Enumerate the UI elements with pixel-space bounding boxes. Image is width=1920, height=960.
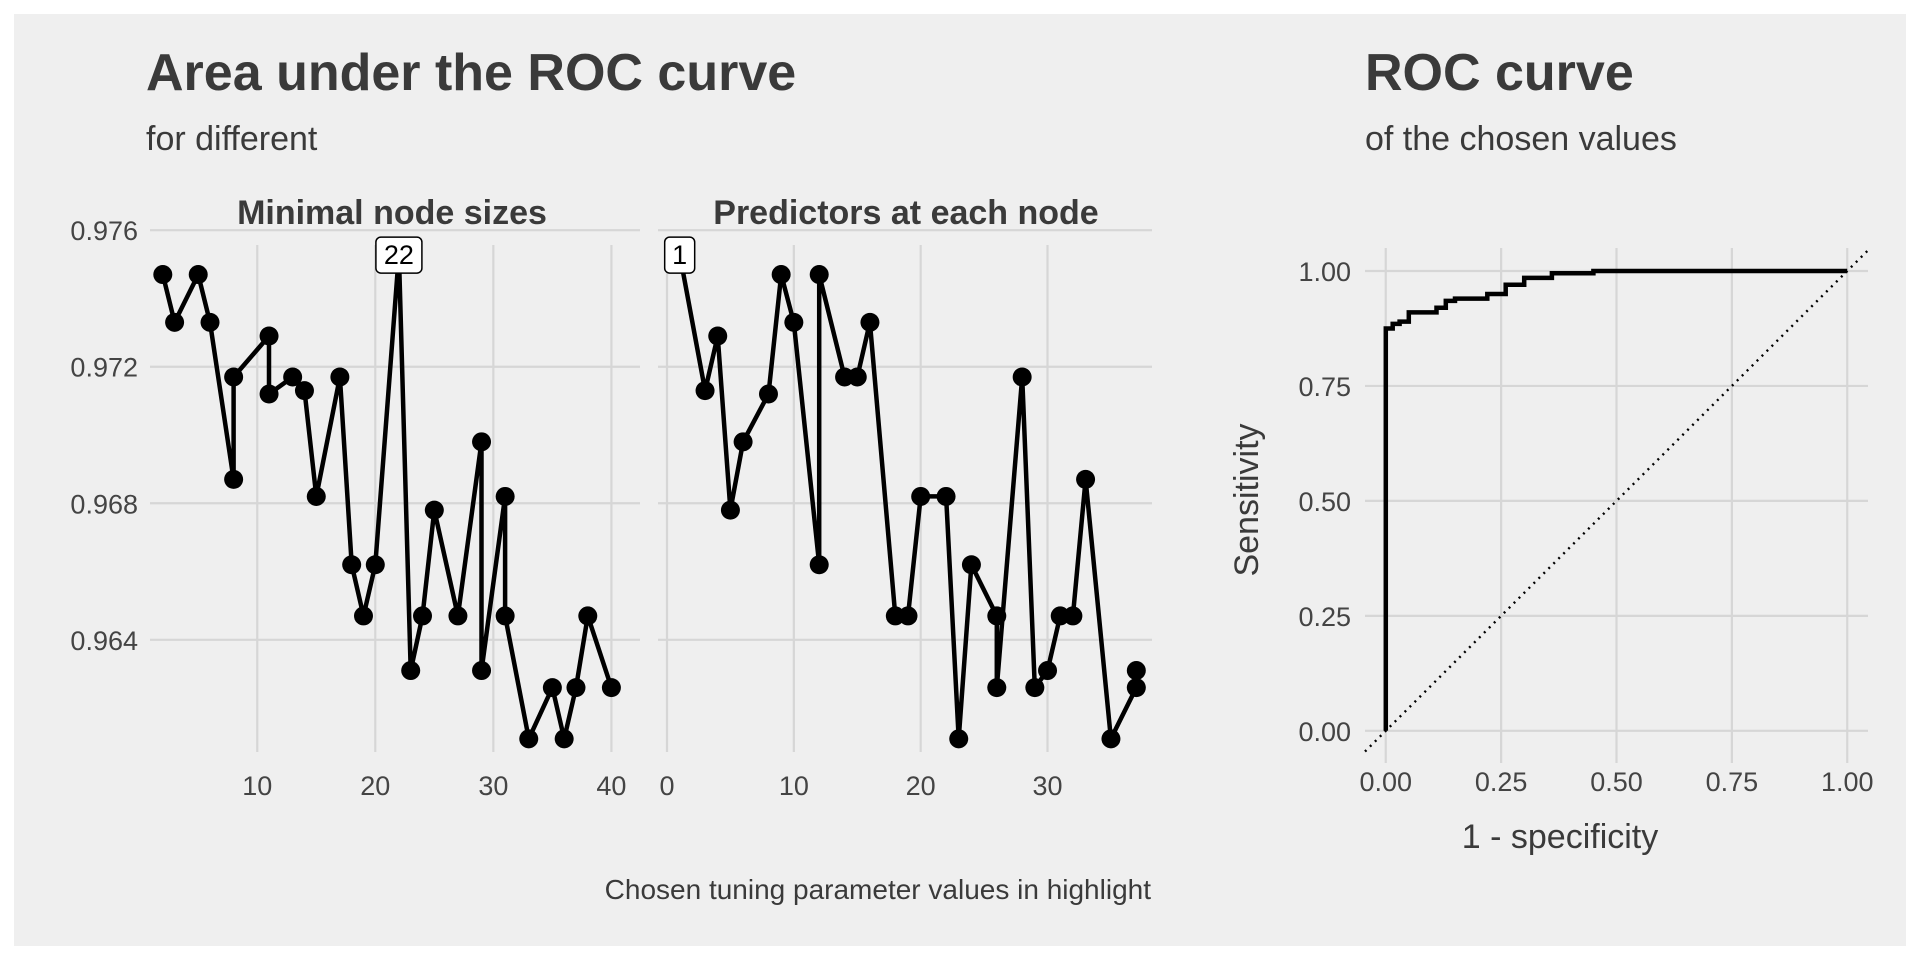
node-size-data-point xyxy=(424,500,444,520)
node-size-x-tick-label: 30 xyxy=(478,771,508,801)
predictors-data-point xyxy=(1076,469,1096,489)
predictors-data-point xyxy=(758,384,778,404)
node-size-data-point xyxy=(353,606,373,626)
node-size-data-point xyxy=(566,678,586,698)
node-size-data-point xyxy=(224,367,244,387)
node-size-data-point xyxy=(554,729,574,749)
predictors-data-point xyxy=(1126,661,1146,681)
roc-y-axis-title: Sensitivity xyxy=(1228,423,1266,576)
node-size-highlight-box xyxy=(375,236,423,274)
roc-x-tick-label: 0.25 xyxy=(1475,767,1528,797)
predictors-x-tick-label: 30 xyxy=(1033,771,1063,801)
predictors-data-point xyxy=(987,678,1007,698)
node-size-data-point xyxy=(200,312,220,332)
predictors-data-point xyxy=(784,312,804,332)
panel-roc-curve: 0.00 0.25 0.50 0.75 1.00 0.00 0.25 0.50 0.75 1.00 xyxy=(1298,248,1874,797)
roc-y-tick-label: 1.00 xyxy=(1298,257,1351,287)
panel-predictors-at-each-node: 0 10 20 30 1 xyxy=(658,229,1152,801)
node-size-data-point xyxy=(188,265,208,285)
roc-y-tick-label: 0.25 xyxy=(1298,602,1351,632)
roc-y-tick-label: 0.00 xyxy=(1298,717,1351,747)
node-size-data-point xyxy=(519,729,539,749)
predictors-data-point xyxy=(847,367,867,387)
roc-x-tick-label: 0.75 xyxy=(1706,767,1759,797)
node-size-highlight-label: 22 xyxy=(384,240,414,270)
figure-background xyxy=(14,14,1906,946)
predictors-data-point xyxy=(695,381,715,401)
predictors-data-point xyxy=(898,606,918,626)
node-size-data-point xyxy=(365,555,385,575)
y-tick-label: 0.976 xyxy=(70,216,138,246)
y-tick-label: 0.964 xyxy=(70,626,138,656)
predictors-data-point xyxy=(809,265,829,285)
roc-x-axis-title: 1 - specificity xyxy=(1462,818,1659,856)
predictors-data-point xyxy=(733,432,753,452)
predictors-highlight-box xyxy=(663,236,696,274)
left-title: Area under the ROC curve xyxy=(146,44,796,102)
predictors-data-point xyxy=(936,486,956,506)
node-size-data-point xyxy=(578,606,598,626)
roc-y-tick-label: 0.50 xyxy=(1298,487,1351,517)
y-tick-label: 0.968 xyxy=(70,489,138,519)
predictors-data-point xyxy=(1063,606,1083,626)
node-size-data-point xyxy=(294,381,314,401)
node-size-data-point xyxy=(448,606,468,626)
predictors-data-point xyxy=(961,555,981,575)
panel-1-strip-title: Minimal node sizes xyxy=(237,194,547,232)
predictors-data-point xyxy=(1038,661,1058,681)
predictors-data-point xyxy=(720,500,740,520)
predictors-data-point xyxy=(708,326,728,346)
predictors-data-point xyxy=(1126,678,1146,698)
roc-y-tick-label: 0.75 xyxy=(1298,372,1351,402)
predictors-x-tick-label: 0 xyxy=(659,771,674,801)
node-size-data-point xyxy=(472,661,492,681)
node-size-data-point xyxy=(165,312,185,332)
right-subtitle: of the chosen values xyxy=(1365,120,1677,158)
roc-x-tick-label: 1.00 xyxy=(1821,767,1874,797)
node-size-data-point xyxy=(283,367,303,387)
predictors-data-point xyxy=(1012,367,1032,387)
node-size-data-point xyxy=(224,469,244,489)
predictors-data-point xyxy=(1025,678,1045,698)
right-title: ROC curve xyxy=(1365,44,1634,102)
predictors-x-tick-label: 20 xyxy=(906,771,936,801)
node-size-data-point xyxy=(259,384,279,404)
node-size-data-point xyxy=(330,367,350,387)
node-size-data-point xyxy=(542,678,562,698)
predictors-data-point xyxy=(809,555,829,575)
left-subtitle: for different xyxy=(146,120,318,158)
caption: Chosen tuning parameter values in highli… xyxy=(605,874,1152,905)
node-size-data-point xyxy=(401,661,421,681)
node-size-x-tick-label: 20 xyxy=(360,771,390,801)
node-size-data-point xyxy=(495,606,515,626)
node-size-data-point xyxy=(472,432,492,452)
node-size-data-point xyxy=(413,606,433,626)
predictors-data-point xyxy=(860,312,880,332)
predictors-data-point xyxy=(911,486,931,506)
node-size-data-point xyxy=(495,486,515,506)
node-size-x-tick-label: 40 xyxy=(596,771,626,801)
roc-curve-line xyxy=(1383,268,1848,731)
predictors-data-point xyxy=(771,265,791,285)
node-size-data-point xyxy=(601,678,621,698)
y-tick-label: 0.972 xyxy=(70,353,138,383)
panel-2-strip-title: Predictors at each node xyxy=(713,194,1098,232)
roc-x-tick-label: 0.50 xyxy=(1590,767,1643,797)
node-size-x-tick-label: 10 xyxy=(242,771,272,801)
predictors-x-tick-label: 10 xyxy=(779,771,809,801)
node-size-data-point xyxy=(153,265,173,285)
panel-minimal-node-sizes: 0.964 0.968 0.972 0.976 10 20 30 40 22 xyxy=(70,216,640,801)
node-size-data-point xyxy=(259,326,279,346)
node-size-data-point xyxy=(342,555,362,575)
predictors-data-point xyxy=(987,606,1007,626)
roc-x-tick-label: 0.00 xyxy=(1359,767,1412,797)
predictors-data-point xyxy=(949,729,969,749)
predictors-data-point xyxy=(1101,729,1121,749)
predictors-highlight-label: 1 xyxy=(672,240,687,270)
node-size-data-point xyxy=(306,486,326,506)
